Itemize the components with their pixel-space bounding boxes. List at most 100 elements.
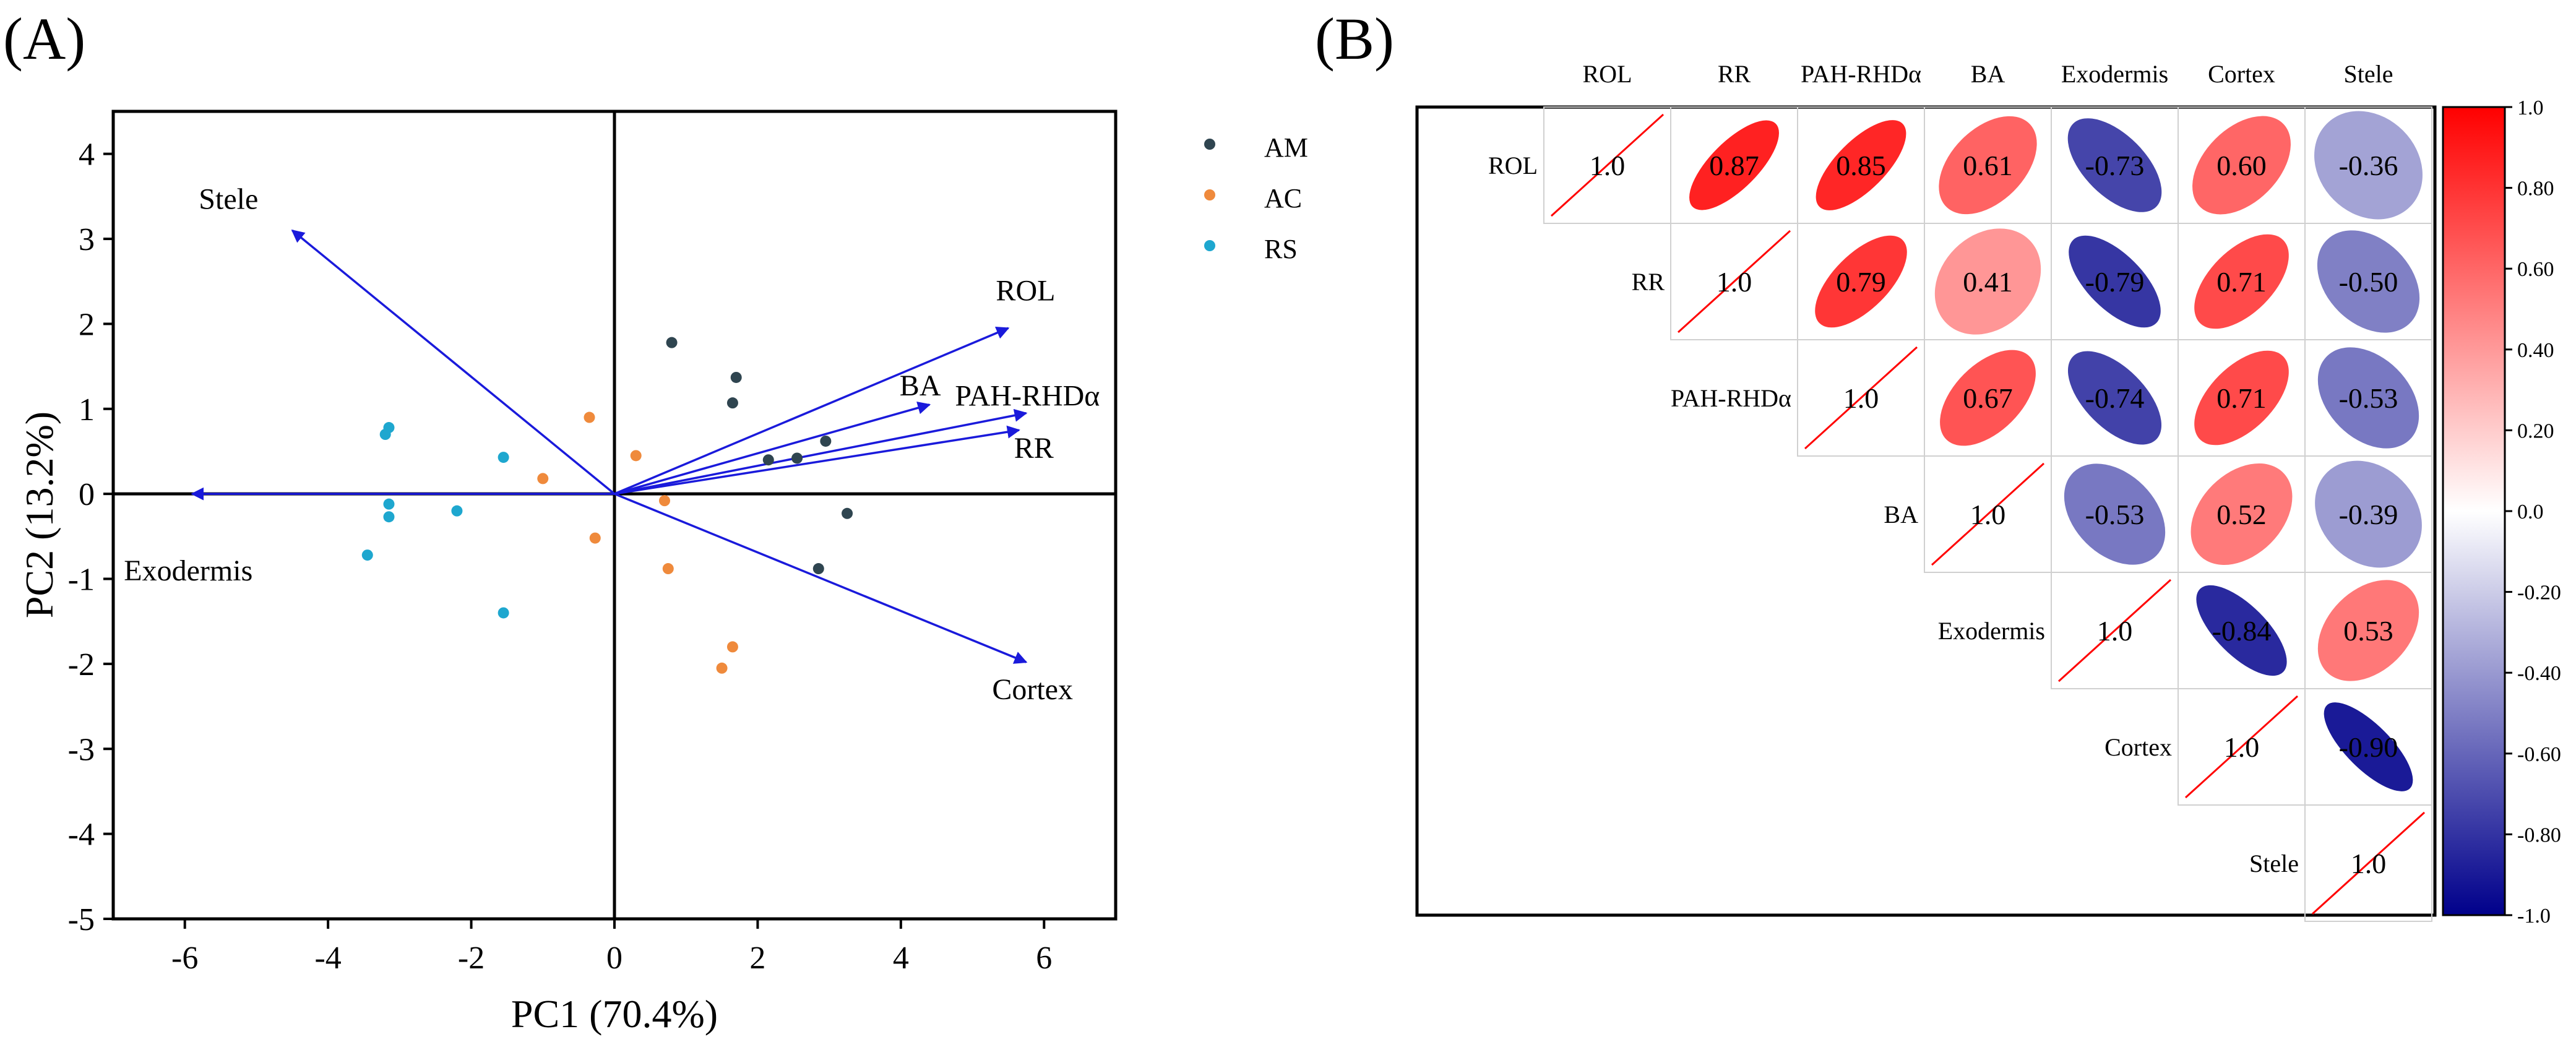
correlation-value: 0.41	[1963, 266, 2013, 298]
point-rs	[383, 511, 395, 523]
point-am	[730, 371, 742, 383]
diagonal-line	[1804, 346, 1918, 450]
correlation-ellipse	[2317, 230, 2420, 333]
point-ac	[630, 450, 642, 462]
y-tick-label: 2	[79, 307, 95, 342]
correlation-ellipse	[2067, 118, 2162, 212]
point-am	[726, 397, 738, 409]
colorbar-tick-label: -1.0	[2517, 905, 2551, 928]
score-points	[361, 337, 853, 674]
correlation-value: -0.53	[2339, 382, 2398, 414]
matrix-cells: 1.0 0.87 0.85 0.61 -0.73 0.60 -0.36 1.0 0.79 0.41…	[1543, 106, 2432, 922]
point-rs	[361, 549, 373, 561]
point-am	[666, 337, 678, 348]
correlation-ellipse	[2315, 460, 2422, 568]
point-rs	[498, 607, 509, 619]
correlation-value: -0.53	[2085, 499, 2145, 530]
point-rs	[379, 429, 391, 440]
correlation-ellipse	[2196, 585, 2287, 676]
correlation-value: 0.71	[2216, 266, 2267, 298]
colorbar-tick-label: -0.80	[2517, 824, 2561, 846]
correlation-value: 0.53	[2343, 615, 2393, 647]
correlation-ellipse	[2069, 235, 2161, 328]
correlation-value: 0.85	[1836, 150, 1886, 181]
correlation-value: 0.60	[2216, 150, 2267, 181]
correlation-ellipse	[2314, 111, 2423, 220]
matrix-cell	[2304, 804, 2432, 922]
diagonal-line	[1550, 113, 1665, 217]
correlation-value: 0.67	[1963, 382, 2013, 414]
correlation-value: 0.52	[2216, 499, 2267, 530]
loading-label: RR	[1014, 432, 1054, 465]
diagonal-line	[1677, 230, 1791, 334]
loading-arrow-cortex	[614, 493, 1028, 664]
correlation-ellipse	[2190, 463, 2293, 565]
column-header: BA	[1971, 60, 2005, 88]
diagonal-value: 1.0	[2224, 731, 2260, 763]
diagonal-value: 1.0	[1717, 266, 1752, 298]
panel-label-a: (A)	[3, 6, 85, 72]
row-labels: ROL RR PAH-RHDα BA Exodermis Cortex Stele	[1488, 152, 2299, 877]
x-tick-label: -4	[314, 941, 341, 976]
y-tick-label: -5	[68, 902, 95, 937]
y-tick-label: -1	[68, 562, 95, 598]
column-header: Cortex	[2208, 60, 2275, 88]
legend-marker-rs	[1204, 240, 1215, 251]
zero-lines	[113, 111, 1116, 919]
point-ac	[659, 495, 670, 507]
loading-arrows: Stele Exodermis ROL BA PAH-RHDα RR Cortex	[124, 183, 1100, 706]
y-tick-label: -4	[68, 817, 95, 853]
correlation-ellipse	[2317, 347, 2419, 449]
colorbar-tick-label: 0.0	[2517, 501, 2544, 523]
correlation-value: -0.50	[2339, 266, 2398, 298]
column-header: PAH-RHDα	[1801, 60, 1921, 88]
correlation-ellipse	[1815, 235, 1907, 328]
y-tick-label: 1	[79, 392, 95, 428]
y-tick-label: -2	[68, 647, 95, 682]
colorbar-tick-label: -0.40	[2517, 662, 2561, 685]
colorbar: 1.0 0.80 0.60 0.40 0.20 0.0 -0.20 -0.40 -0.60 -0.…	[2442, 97, 2561, 928]
x-axis-label: PC1 (70.4%)	[511, 992, 718, 1036]
row-label: ROL	[1488, 152, 1538, 179]
pca-biplot-panel: (A) -6 -4 -2 0 2 4 6 -5 -4 -3 -2 -1 0 1 2 3 4 Stele Exode…	[3, 6, 1308, 1036]
x-tick-label: -6	[171, 941, 198, 976]
point-am	[820, 435, 832, 447]
x-tick-label: 4	[893, 941, 909, 976]
colorbar-tick-label: 1.0	[2517, 97, 2544, 119]
point-ac	[589, 532, 601, 544]
point-am	[791, 452, 803, 464]
point-ac	[716, 662, 728, 674]
x-tick-label: 6	[1036, 941, 1052, 976]
row-label: RR	[1632, 268, 1665, 296]
y-tick-label: 0	[79, 477, 95, 512]
point-rs	[498, 452, 509, 463]
column-header: Exodermis	[2061, 60, 2168, 88]
diagonal-value: 1.0	[1970, 499, 2006, 530]
point-rs	[383, 498, 395, 510]
correlation-value: -0.73	[2085, 150, 2145, 181]
loading-arrow-rol	[614, 326, 1010, 495]
correlation-value: -0.79	[2085, 266, 2145, 298]
diagonal-value: 1.0	[2351, 848, 2387, 879]
point-am	[762, 454, 774, 466]
correlation-ellipse	[1939, 116, 2037, 215]
colorbar-tick-label: -0.60	[2517, 743, 2561, 766]
correlation-ellipse	[1934, 228, 2041, 335]
y-tick-label: -3	[68, 732, 95, 767]
legend-label: AM	[1264, 132, 1308, 163]
loading-label: PAH-RHDα	[955, 380, 1100, 413]
row-label: Cortex	[2104, 733, 2172, 761]
point-ac	[537, 473, 549, 484]
column-header: RR	[1718, 60, 1751, 88]
correlation-value: 0.87	[1709, 150, 1759, 181]
diagonal-line	[2311, 811, 2426, 915]
correlation-ellipse	[1816, 120, 1906, 210]
loading-label: Stele	[199, 183, 258, 215]
diagonal-value: 1.0	[1843, 382, 1879, 414]
row-label: PAH-RHDα	[1671, 384, 1791, 412]
diagonal-value: 1.0	[1590, 150, 1626, 181]
diagonal-value: 1.0	[2097, 615, 2133, 647]
correlation-value: 0.79	[1836, 266, 1886, 298]
diagonal-line	[2057, 579, 2172, 682]
